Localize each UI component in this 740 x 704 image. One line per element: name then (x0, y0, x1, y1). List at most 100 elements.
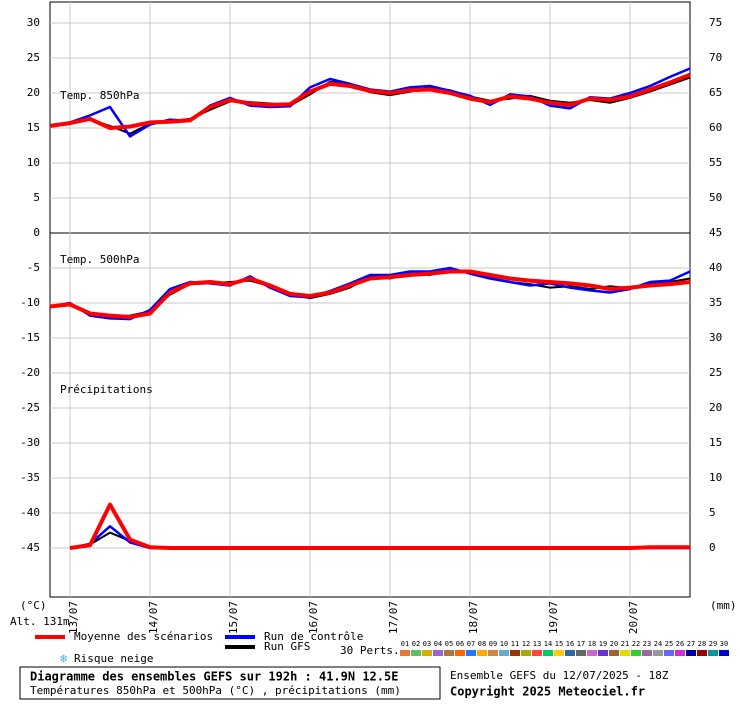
panel-title: Temp. 500hPa (60, 253, 139, 266)
pert-swatch (686, 650, 696, 656)
y2-tick-label: 70 (709, 51, 722, 64)
y-tick-label: -45 (20, 541, 40, 554)
x-tick-label: 19/07 (547, 601, 560, 634)
pert-label: 03 (423, 640, 431, 648)
y2-tick-label: 65 (709, 86, 722, 99)
pert-swatch (521, 650, 531, 656)
y2-tick-label: 0 (709, 541, 716, 554)
pert-swatch (653, 650, 663, 656)
pert-swatch (565, 650, 575, 656)
pert-swatch (576, 650, 586, 656)
pert-label: 13 (533, 640, 541, 648)
y2-axis-label: (mm) (710, 599, 737, 612)
y2-tick-label: 25 (709, 366, 722, 379)
y2-tick-label: 75 (709, 16, 722, 29)
snow-icon: ❄ (60, 652, 67, 666)
y2-tick-label: 45 (709, 226, 722, 239)
footer-title: Diagramme des ensembles GEFS sur 192h : … (30, 670, 398, 684)
pert-swatch (411, 650, 421, 656)
pert-swatch (609, 650, 619, 656)
pert-swatch (422, 650, 432, 656)
x-tick-label: 15/07 (227, 601, 240, 634)
y-tick-label: -10 (20, 296, 40, 309)
pert-label: 27 (687, 640, 695, 648)
y-tick-label: 10 (27, 156, 40, 169)
pert-label: 20 (610, 640, 618, 648)
pert-swatch (532, 650, 542, 656)
pert-swatch (499, 650, 509, 656)
pert-swatch (642, 650, 652, 656)
y-tick-label: 15 (27, 121, 40, 134)
y-tick-label: -15 (20, 331, 40, 344)
pert-label: 04 (434, 640, 442, 648)
y-tick-label: 0 (33, 226, 40, 239)
footer-subtitle: Températures 850hPa et 500hPa (°C) , pré… (30, 684, 401, 697)
pert-label: 30 (720, 640, 728, 648)
series-line (49, 269, 691, 319)
y-tick-label: 5 (33, 191, 40, 204)
pert-label: 28 (698, 640, 706, 648)
y2-tick-label: 30 (709, 331, 722, 344)
pert-swatch (488, 650, 498, 656)
series-line (49, 72, 691, 130)
pert-label: 11 (511, 640, 519, 648)
y-tick-label: -5 (27, 261, 40, 274)
y2-tick-label: 60 (709, 121, 722, 134)
y2-tick-label: 10 (709, 471, 722, 484)
pert-label: 17 (577, 640, 585, 648)
pert-swatch (598, 650, 608, 656)
pert-swatch (620, 650, 630, 656)
x-tick-label: 20/07 (627, 601, 640, 634)
pert-label: 18 (588, 640, 596, 648)
y-tick-label: -35 (20, 471, 40, 484)
pert-swatch (466, 650, 476, 656)
pert-label: 29 (709, 640, 717, 648)
panel-title: Précipitations (60, 383, 153, 396)
panel-title: Temp. 850hPa (60, 89, 139, 102)
pert-swatch (719, 650, 729, 656)
pert-label: 22 (632, 640, 640, 648)
y2-tick-label: 50 (709, 191, 722, 204)
pert-swatch (510, 650, 520, 656)
pert-swatch (587, 650, 597, 656)
pert-label: 02 (412, 640, 420, 648)
pert-label: 08 (478, 640, 486, 648)
snow-legend: Risque neige (74, 652, 153, 665)
y-tick-label: -40 (20, 506, 40, 519)
pert-label: 21 (621, 640, 629, 648)
y2-tick-label: 35 (709, 296, 722, 309)
pert-label: 10 (500, 640, 508, 648)
copyright: Copyright 2025 Meteociel.fr (450, 685, 645, 699)
legend-label: Run de contrôle (264, 630, 363, 643)
legend-label: Run GFS (264, 640, 310, 653)
pert-label: 01 (401, 640, 409, 648)
series-line (69, 502, 690, 550)
pert-swatch (455, 650, 465, 656)
pert-swatch (664, 650, 674, 656)
y-tick-label: 25 (27, 51, 40, 64)
y2-tick-label: 55 (709, 156, 722, 169)
perts-label: 30 Perts. (340, 644, 400, 657)
pert-label: 06 (456, 640, 464, 648)
pert-label: 25 (665, 640, 673, 648)
altitude: Alt. 131m (10, 615, 70, 628)
y-tick-label: 20 (27, 86, 40, 99)
y-axis-label: (°C) (20, 599, 47, 612)
x-tick-label: 13/07 (67, 601, 80, 634)
pert-label: 12 (522, 640, 530, 648)
pert-swatch (444, 650, 454, 656)
pert-label: 05 (445, 640, 453, 648)
y-tick-label: -20 (20, 366, 40, 379)
pert-label: 26 (676, 640, 684, 648)
x-tick-label: 17/07 (387, 601, 400, 634)
pert-label: 14 (544, 640, 552, 648)
pert-swatch (631, 650, 641, 656)
y-tick-label: -25 (20, 401, 40, 414)
pert-swatch (543, 650, 553, 656)
y2-tick-label: 15 (709, 436, 722, 449)
pert-swatch (675, 650, 685, 656)
y2-tick-label: 5 (709, 506, 716, 519)
y-tick-label: 30 (27, 16, 40, 29)
